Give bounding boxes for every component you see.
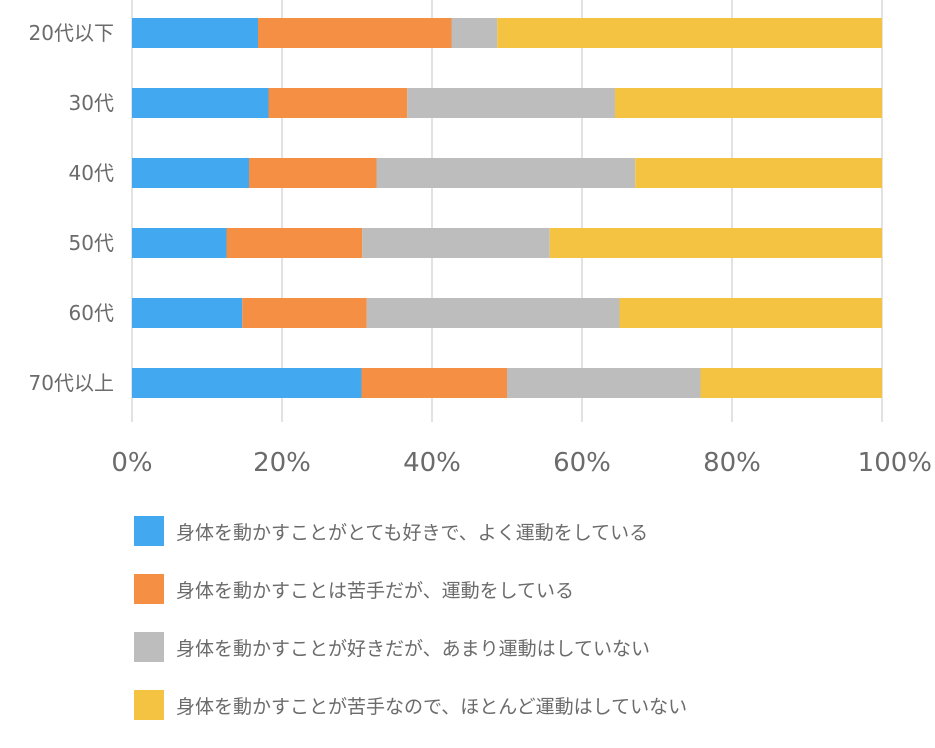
legend-swatch — [134, 516, 164, 546]
x-tick-labels: 0% 20% 40% 60% 80% 100% — [111, 448, 932, 478]
bar-segment-60代-series-1 — [132, 298, 243, 328]
bar-segment-20代以下-series-3 — [451, 18, 498, 48]
legend-item: 身体を動かすことが苦手なので、ほとんど運動はしていない — [134, 690, 914, 720]
bar-segment-20代以下-series-2 — [258, 18, 452, 48]
bar-segment-30代-series-4 — [615, 88, 882, 118]
x-tick-label: 40% — [403, 448, 461, 478]
bar-segment-50代-series-2 — [226, 228, 363, 258]
bar-segment-30代-series-2 — [268, 88, 408, 118]
bar-segment-30代-series-3 — [407, 88, 615, 118]
gridlines — [131, 0, 883, 422]
bar-segment-70代以上-series-4 — [700, 368, 882, 398]
bar-segment-40代-series-1 — [132, 158, 249, 188]
legend-label: 身体を動かすことは苦手だが、運動をしている — [176, 579, 575, 602]
bar-segment-50代-series-1 — [132, 228, 227, 258]
category-label: 50代 — [69, 231, 114, 255]
bar-segment-70代以上-series-3 — [507, 368, 701, 398]
bar-segment-40代-series-4 — [635, 158, 882, 188]
bar-segment-20代以下-series-1 — [132, 18, 258, 48]
legend-item: 身体を動かすことがとても好きで、よく運動をしている — [134, 516, 914, 546]
bar-segment-70代以上-series-2 — [361, 368, 507, 398]
legend-item: 身体を動かすことが好きだが、あまり運動はしていない — [134, 632, 914, 662]
category-label: 30代 — [69, 91, 114, 115]
x-tick-label: 100% — [858, 448, 932, 478]
legend-label: 身体を動かすことが好きだが、あまり運動はしていない — [176, 637, 651, 660]
category-label: 20代以下 — [29, 21, 114, 45]
bar-segment-70代以上-series-1 — [132, 368, 362, 398]
bar-segment-30代-series-1 — [132, 88, 269, 118]
legend-swatch — [134, 574, 164, 604]
category-label: 70代以上 — [29, 371, 114, 395]
bars — [132, 18, 882, 398]
legend: 身体を動かすことがとても好きで、よく運動をしている 身体を動かすことは苦手だが、運… — [134, 516, 914, 748]
category-label: 60代 — [69, 301, 114, 325]
legend-item: 身体を動かすことは苦手だが、運動をしている — [134, 574, 914, 604]
bar-segment-60代-series-2 — [242, 298, 367, 328]
category-labels: 20代以下 30代 40代 50代 60代 70代以上 — [29, 21, 114, 395]
bar-segment-40代-series-2 — [249, 158, 377, 188]
x-tick-label: 80% — [703, 448, 761, 478]
bar-segment-60代-series-4 — [619, 298, 882, 328]
bar-segment-60代-series-3 — [366, 298, 620, 328]
x-tick-label: 20% — [253, 448, 311, 478]
x-tick-label: 0% — [111, 448, 152, 478]
bar-segment-50代-series-4 — [549, 228, 882, 258]
legend-swatch — [134, 690, 164, 720]
bar-segment-50代-series-3 — [362, 228, 550, 258]
bar-segment-40代-series-3 — [376, 158, 636, 188]
category-label: 40代 — [69, 161, 114, 185]
legend-swatch — [134, 632, 164, 662]
legend-label: 身体を動かすことがとても好きで、よく運動をしている — [176, 521, 649, 544]
bar-segment-20代以下-series-4 — [497, 18, 882, 48]
legend-label: 身体を動かすことが苦手なので、ほとんど運動はしていない — [176, 695, 688, 718]
x-tick-label: 60% — [553, 448, 611, 478]
stacked-bar-chart: 20代以下 30代 40代 50代 60代 70代以上 0% 20% 40% 60% 80% 100… — [29, 0, 932, 478]
